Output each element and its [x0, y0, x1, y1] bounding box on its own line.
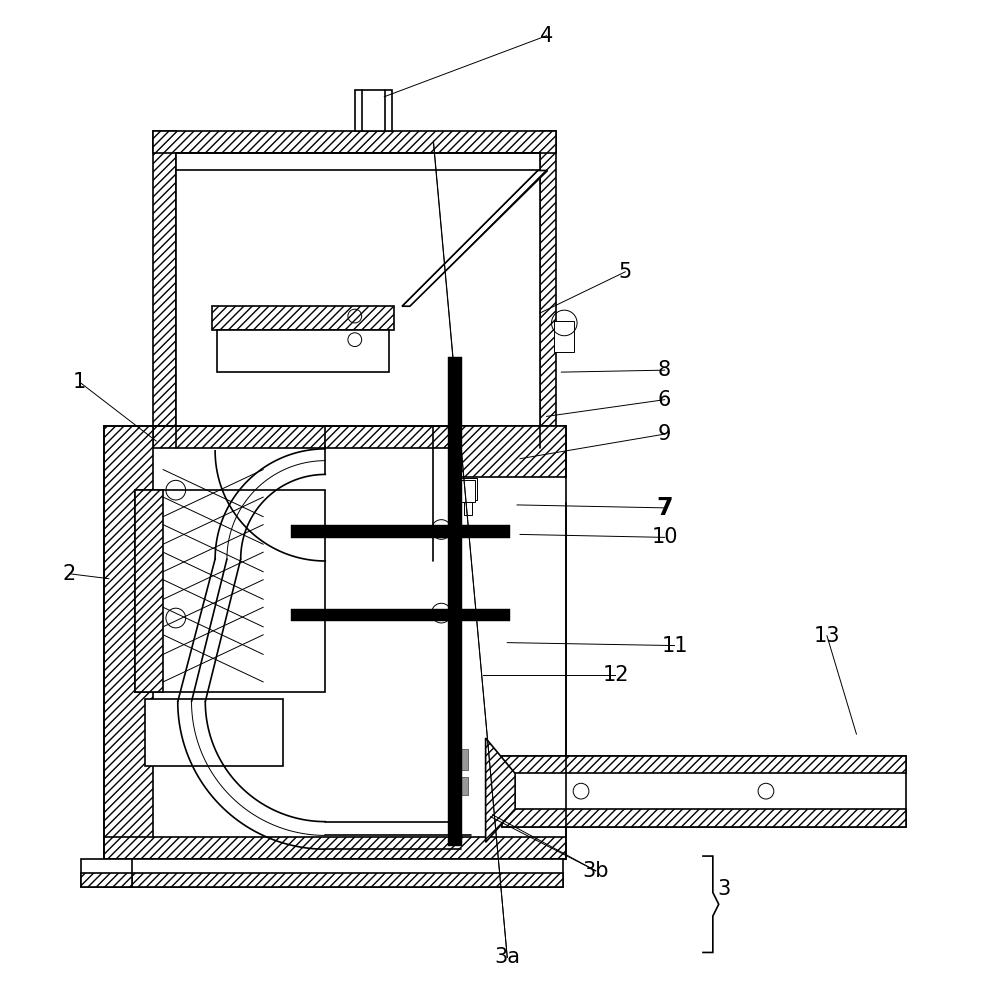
- Bar: [104, 859, 563, 887]
- Polygon shape: [540, 131, 557, 426]
- Bar: [448, 777, 468, 795]
- Polygon shape: [153, 131, 557, 153]
- Bar: [555, 321, 574, 352]
- Text: 1: 1: [73, 372, 86, 392]
- Text: 13: 13: [814, 626, 840, 646]
- Bar: [459, 478, 477, 500]
- Bar: [355, 90, 392, 131]
- Bar: [464, 500, 472, 515]
- Polygon shape: [461, 426, 566, 477]
- Bar: [291, 609, 510, 621]
- Text: 2: 2: [63, 564, 76, 584]
- Bar: [502, 756, 905, 827]
- Polygon shape: [212, 306, 394, 330]
- Polygon shape: [82, 873, 133, 887]
- Polygon shape: [104, 426, 153, 859]
- Bar: [136, 490, 325, 692]
- Text: 3a: 3a: [494, 947, 520, 967]
- Text: 9: 9: [658, 424, 672, 444]
- Polygon shape: [502, 756, 905, 773]
- Bar: [448, 749, 468, 770]
- Bar: [145, 699, 283, 766]
- Polygon shape: [153, 426, 557, 448]
- Bar: [104, 426, 566, 859]
- Polygon shape: [502, 809, 905, 827]
- Text: 5: 5: [619, 262, 632, 282]
- Polygon shape: [402, 170, 548, 306]
- Polygon shape: [104, 837, 566, 859]
- Polygon shape: [486, 738, 515, 842]
- Bar: [448, 357, 462, 846]
- Polygon shape: [153, 131, 175, 426]
- Text: 6: 6: [658, 390, 672, 410]
- Bar: [217, 330, 389, 372]
- Text: 4: 4: [540, 26, 554, 46]
- Bar: [82, 859, 133, 887]
- Text: 3: 3: [717, 879, 730, 899]
- Bar: [175, 153, 540, 426]
- Polygon shape: [136, 490, 163, 692]
- Bar: [291, 525, 510, 538]
- Text: 7: 7: [656, 496, 673, 520]
- Bar: [459, 480, 475, 502]
- Text: 3b: 3b: [582, 861, 609, 881]
- Polygon shape: [104, 873, 563, 887]
- Text: 12: 12: [602, 665, 628, 685]
- Text: 8: 8: [658, 360, 671, 380]
- Text: 11: 11: [661, 636, 688, 656]
- Text: 10: 10: [651, 527, 678, 547]
